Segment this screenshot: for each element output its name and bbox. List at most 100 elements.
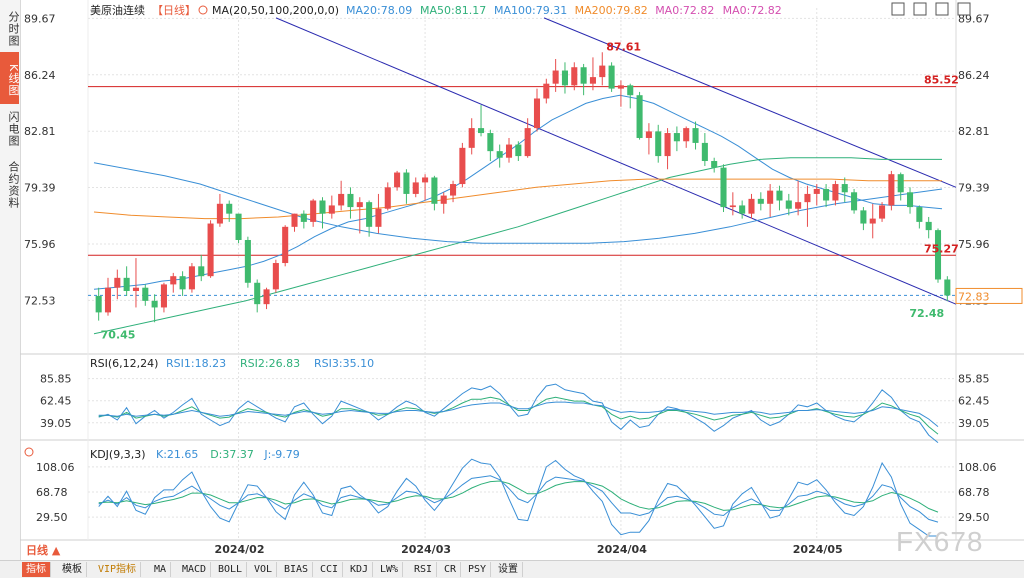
indicator-button-1[interactable]: 模板	[58, 562, 87, 577]
candle-body	[431, 177, 438, 204]
indicator-button-9[interactable]: KDJ	[346, 562, 374, 577]
candle-body	[198, 266, 205, 277]
candle-body	[907, 192, 914, 208]
fullscreen-icon[interactable]	[957, 2, 971, 16]
sidebar-tab-1[interactable]: K线图	[0, 52, 20, 104]
indicator-button-5[interactable]: BOLL	[214, 562, 248, 577]
rsi-line-rsi1	[98, 383, 939, 443]
candle-body	[552, 70, 559, 84]
legend-ma-item: MA0:72.82	[655, 4, 714, 17]
candle-body	[533, 98, 541, 129]
candle-body	[655, 131, 662, 157]
y-tick-right: 79.39	[958, 182, 990, 195]
candle-body	[487, 133, 494, 152]
price-tag-box	[955, 287, 1023, 304]
candle-body	[720, 167, 727, 208]
sidebar-tab-0[interactable]: 分时图	[7, 11, 20, 47]
indicator-button-11[interactable]: RSI	[410, 562, 438, 577]
y-tick-left: 82.81	[24, 125, 56, 138]
candle-body	[888, 174, 895, 206]
candle-body	[179, 276, 186, 290]
candle-body	[347, 193, 354, 208]
indicator-button-0[interactable]: 指标	[22, 562, 51, 577]
sidebar-tab-3[interactable]: 合约资料	[7, 161, 20, 209]
candle-body	[869, 218, 876, 224]
kdj-legend-item: K:21.65	[156, 448, 198, 461]
candle-body	[366, 202, 373, 227]
ma-line-ma100	[93, 162, 943, 244]
rsi-tick-left: 62.45	[40, 395, 72, 408]
candle-body	[813, 188, 820, 194]
rsi-tick-left: 39.05	[40, 417, 72, 430]
candle-body	[123, 277, 130, 291]
legend-period: 【日线】	[152, 3, 196, 17]
candle-body	[422, 177, 429, 183]
candle-body	[851, 192, 858, 211]
candle-body	[925, 221, 932, 231]
indicator-button-14[interactable]: 设置	[494, 562, 523, 577]
indicator-button-8[interactable]: CCI	[316, 562, 344, 577]
indicator-button-3[interactable]: MA	[150, 562, 172, 577]
candle-body	[692, 128, 699, 143]
candle-body	[151, 300, 158, 308]
rsi-tick-right: 62.45	[958, 395, 990, 408]
candle-body	[95, 295, 102, 313]
indicator-button-13[interactable]: PSY	[464, 562, 492, 577]
period-selector-button[interactable]: 日线 ▲	[22, 543, 65, 558]
zoom-out-icon[interactable]	[935, 2, 949, 16]
indicator-toolbar: 指标 模板 VIP指标 MA MACD BOLL VOL BIAS CCI KDJ LW% RSI CR…	[0, 560, 1024, 578]
indicator-button-2[interactable]: VIP指标	[94, 562, 142, 577]
indicator-button-7[interactable]: BIAS	[280, 562, 314, 577]
x-tick-label: 2024/04	[597, 543, 647, 556]
candle-body	[683, 128, 690, 142]
candle-body	[664, 133, 671, 157]
candle-body	[841, 184, 848, 193]
legend-ma-item: MA0:72.82	[723, 4, 782, 17]
indicator-button-12[interactable]: CR	[440, 562, 462, 577]
sidebar-tab-2[interactable]: 闪电图	[7, 111, 20, 147]
candle-body	[524, 128, 531, 157]
candle-body	[832, 184, 839, 201]
add-indicator-icon[interactable]	[198, 5, 208, 15]
crosshair-icon[interactable]	[891, 2, 905, 16]
indicator-button-6[interactable]: VOL	[250, 562, 278, 577]
kdj-tick-left: 108.06	[36, 461, 75, 474]
candle-body	[291, 213, 298, 227]
candle-body	[384, 187, 391, 209]
candle-body	[505, 144, 513, 158]
candle-body	[944, 279, 951, 296]
zoom-in-icon[interactable]	[913, 2, 927, 16]
legend-ma-item: MA20:78.09	[346, 4, 412, 17]
candle-body	[561, 70, 568, 86]
kdj-legend-item: J:-9.79	[263, 448, 299, 461]
candle-body	[207, 223, 214, 277]
y-tick-right: 89.67	[958, 12, 990, 25]
candle-body	[394, 172, 401, 188]
candle-body	[589, 77, 596, 84]
rsi-legend-title: RSI(6,12,24)	[90, 357, 158, 370]
candle-body	[282, 226, 289, 264]
candle-body	[673, 133, 680, 142]
y-tick-left: 75.96	[24, 238, 56, 251]
kdj-legend-title: KDJ(9,3,3)	[90, 448, 146, 461]
y-tick-left: 86.24	[24, 69, 56, 82]
indicator-button-4[interactable]: MACD	[178, 562, 212, 577]
candle-body	[879, 205, 886, 219]
candle-body	[757, 198, 764, 204]
x-tick-label: 2024/05	[793, 543, 843, 556]
candle-body	[170, 276, 177, 285]
kdj-settings-icon[interactable]	[24, 447, 34, 457]
legend-symbol: 美原油连续	[90, 3, 145, 17]
legend-ma-params: MA(20,50,100,200,0,0)	[212, 4, 339, 17]
rsi-legend-item: RSI2:26.83	[240, 357, 300, 370]
candle-body	[739, 205, 746, 214]
candle-body	[319, 200, 326, 214]
annotation-support: 75.27	[924, 242, 959, 255]
candle-body	[860, 210, 867, 224]
indicator-button-10[interactable]: LW%	[376, 562, 404, 577]
candle-body	[375, 208, 382, 227]
candle-body	[468, 128, 475, 148]
y-tick-right: 82.81	[958, 125, 990, 138]
candle-body	[571, 67, 578, 86]
candle-body	[114, 277, 121, 288]
